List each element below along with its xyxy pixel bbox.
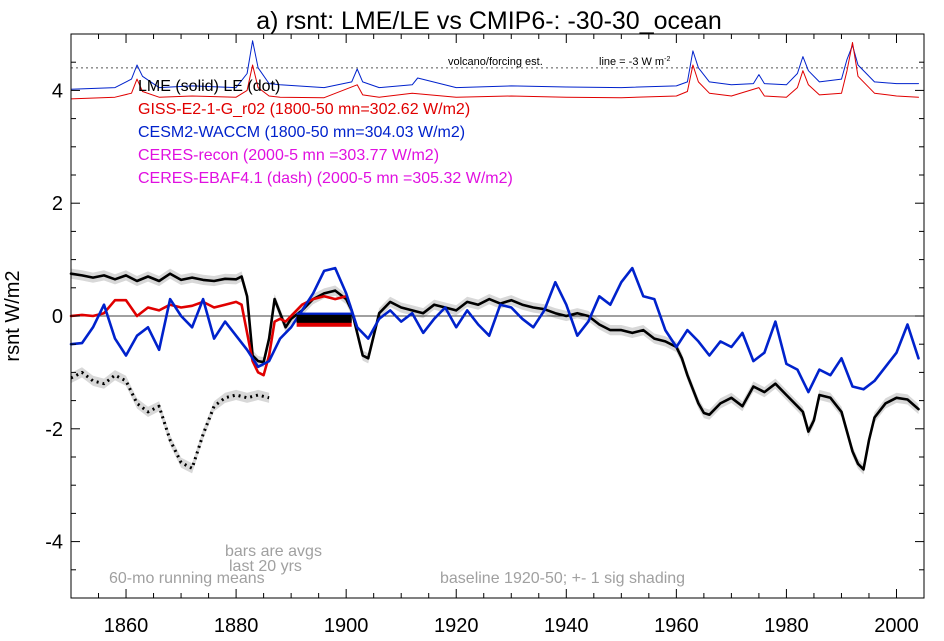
shade-le bbox=[71, 367, 270, 474]
axes: 1860 1880 1900 1920 1940 1960 1980 2000 -4 -2 0 2 4 bbox=[45, 33, 925, 637]
chart-title: a) rsnt: LME/LE vs CMIP6-: -30-30_ocean bbox=[256, 7, 721, 35]
y-tick-label: 0 bbox=[52, 306, 63, 328]
y-tick-label: -2 bbox=[45, 419, 63, 441]
series-layer bbox=[69, 40, 920, 471]
avg-bar-lme bbox=[296, 314, 352, 323]
x-tick-label: 1980 bbox=[764, 615, 809, 637]
bars-note-1: bars are avgs bbox=[225, 543, 322, 560]
shade-lme bbox=[71, 268, 919, 475]
series-line-giss-e2-1-g-r02 bbox=[69, 295, 348, 377]
x-tick-label: 2000 bbox=[874, 615, 919, 637]
baseline-note: baseline 1920-50; +- 1 sig shading bbox=[440, 570, 685, 587]
series-line-cesm2-waccm bbox=[69, 266, 920, 394]
running-means-note: 60-mo running means bbox=[109, 570, 265, 587]
legend-entry-4: CERES-EBAF4.1 (dash) (2000-5 mn =305.32 … bbox=[138, 170, 513, 187]
series-line-lme-volcanic-forcing bbox=[70, 40, 919, 90]
legend-entry-2: CESM2-WACCM (1800-50 mn=304.03 W/m2) bbox=[138, 124, 465, 141]
line-note: line = -3 W m-2 bbox=[599, 56, 670, 68]
series-line-giss-volcanic-forcing bbox=[70, 42, 919, 100]
line-note-text: line = -3 W m bbox=[599, 56, 664, 68]
y-tick-label: 4 bbox=[52, 80, 63, 102]
shading-layer bbox=[71, 268, 919, 475]
x-tick-label: 1860 bbox=[104, 615, 149, 637]
x-tick-label: 1900 bbox=[324, 615, 369, 637]
x-tick-label: 1960 bbox=[654, 615, 699, 637]
y-axis-label: rsnt W/m2 bbox=[2, 270, 24, 361]
series-line-le bbox=[70, 370, 270, 470]
legend-entry-1: GISS-E2-1-G_r02 (1800-50 mn=302.62 W/m2) bbox=[138, 101, 470, 118]
x-tick-label: 1940 bbox=[544, 615, 589, 637]
legend: LME (solid) LE (dot) GISS-E2-1-G_r02 (180… bbox=[138, 78, 513, 187]
y-tick-label: 2 bbox=[52, 193, 63, 215]
bars-note-2: last 20 yrs bbox=[229, 558, 302, 575]
legend-entry-3: CERES-recon (2000-5 mn =303.77 W/m2) bbox=[138, 147, 439, 164]
x-tick-label: 1920 bbox=[434, 615, 479, 637]
y-tick-label: -4 bbox=[45, 532, 63, 554]
x-tick-label: 1880 bbox=[214, 615, 259, 637]
bars-layer bbox=[296, 312, 352, 327]
line-note-sup: -2 bbox=[664, 56, 670, 63]
volcano-note: volcano/forcing est. bbox=[448, 56, 543, 68]
legend-entry-0: LME (solid) LE (dot) bbox=[138, 78, 280, 95]
